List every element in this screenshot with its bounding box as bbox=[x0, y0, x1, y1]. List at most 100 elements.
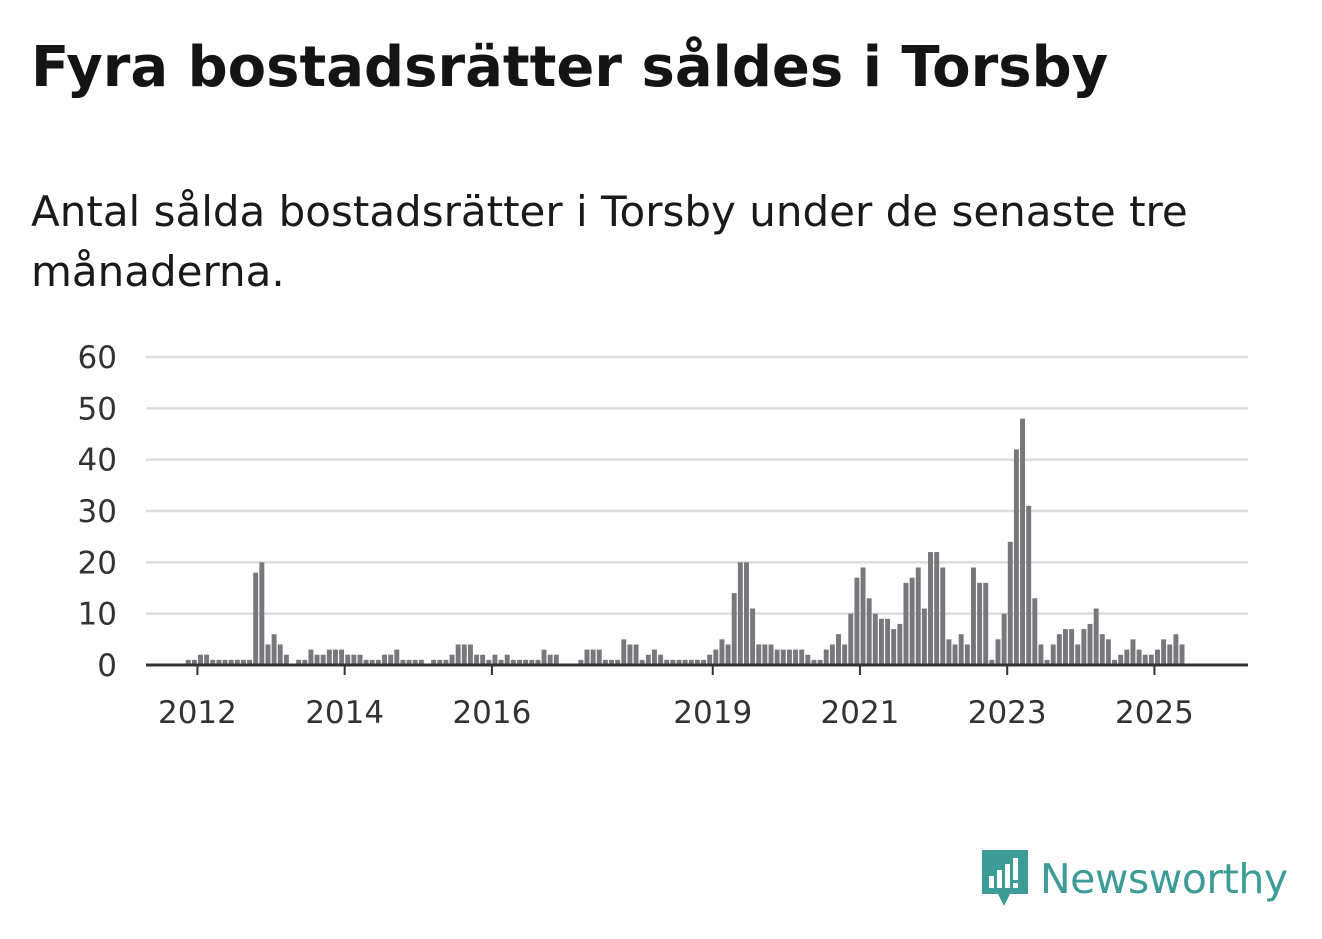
bar bbox=[983, 582, 989, 665]
bar bbox=[204, 654, 210, 665]
bar bbox=[308, 649, 314, 665]
bar bbox=[1161, 639, 1167, 665]
bar bbox=[958, 634, 964, 665]
bar bbox=[332, 649, 338, 665]
x-tick-label: 2019 bbox=[673, 695, 752, 731]
bar bbox=[1032, 598, 1038, 665]
x-tick-label: 2021 bbox=[821, 695, 900, 731]
bar bbox=[461, 644, 467, 665]
bar bbox=[713, 649, 719, 665]
bar bbox=[903, 582, 909, 665]
bar bbox=[504, 654, 510, 665]
bar bbox=[1136, 649, 1142, 665]
bar bbox=[774, 649, 780, 665]
bar bbox=[639, 659, 645, 665]
bar bbox=[1087, 623, 1093, 665]
x-tick-label: 2012 bbox=[158, 695, 237, 731]
bar bbox=[1093, 608, 1099, 665]
bar bbox=[339, 649, 345, 665]
bar bbox=[357, 654, 363, 665]
bar bbox=[314, 654, 320, 665]
bar bbox=[1130, 639, 1136, 665]
bar bbox=[1124, 649, 1130, 665]
bar bbox=[455, 644, 461, 665]
bar bbox=[707, 654, 713, 665]
bar bbox=[946, 639, 952, 665]
bar bbox=[805, 654, 811, 665]
bar bbox=[768, 644, 774, 665]
bar bbox=[474, 654, 480, 665]
bar bbox=[406, 659, 412, 665]
bar bbox=[1007, 541, 1013, 665]
newsworthy-brand[interactable]: Newsworthy bbox=[980, 848, 1288, 910]
bar bbox=[1179, 644, 1185, 665]
bar bbox=[375, 659, 381, 665]
gridlines bbox=[146, 355, 1248, 615]
bar bbox=[756, 644, 762, 665]
bar bbox=[467, 644, 473, 665]
bar bbox=[964, 644, 970, 665]
bar bbox=[271, 634, 277, 665]
bar bbox=[811, 659, 817, 665]
bar bbox=[431, 659, 437, 665]
bar bbox=[793, 649, 799, 665]
data-label: 4 bbox=[1184, 330, 1204, 338]
bar bbox=[1081, 629, 1087, 665]
bar bbox=[326, 649, 332, 665]
bar bbox=[750, 608, 756, 665]
tick-labels: 0 10 20 30 40 50 60 2012 2014 2016 2019 2021 2023 202… bbox=[78, 330, 1205, 731]
bar bbox=[1105, 639, 1111, 665]
bar bbox=[1142, 654, 1148, 665]
bar bbox=[1148, 654, 1154, 665]
bar bbox=[866, 598, 872, 665]
x-tick-label: 2023 bbox=[968, 695, 1047, 731]
bar bbox=[1056, 634, 1062, 665]
bar bbox=[345, 654, 351, 665]
y-tick-label: 10 bbox=[78, 597, 117, 633]
bar bbox=[651, 649, 657, 665]
bar bbox=[296, 659, 302, 665]
bar bbox=[1099, 634, 1105, 665]
bar bbox=[848, 613, 854, 665]
y-tick-label: 30 bbox=[78, 494, 117, 530]
bar bbox=[719, 639, 725, 665]
bar bbox=[247, 659, 253, 665]
bar bbox=[382, 654, 387, 665]
bar bbox=[1013, 449, 1019, 665]
bar bbox=[1038, 644, 1044, 665]
bar bbox=[688, 659, 694, 665]
bar bbox=[529, 659, 535, 665]
bar bbox=[578, 659, 584, 665]
bar bbox=[283, 654, 289, 665]
bar bbox=[541, 649, 547, 665]
bar bbox=[259, 562, 265, 665]
bar bbox=[210, 659, 216, 665]
bar bbox=[842, 644, 848, 665]
bar bbox=[609, 659, 614, 665]
bar bbox=[277, 644, 283, 665]
bar bbox=[510, 659, 516, 665]
bar bbox=[437, 659, 443, 665]
bar-chart: 0 10 20 30 40 50 60 2012 2014 2016 2019 2021 2023 202… bbox=[78, 330, 1248, 731]
bar bbox=[731, 593, 737, 665]
bar bbox=[682, 659, 688, 665]
chart-title: Fyra bostadsrätter såldes i Torsby bbox=[31, 35, 1109, 100]
bar bbox=[216, 659, 222, 665]
bar bbox=[670, 659, 676, 665]
bar bbox=[1167, 644, 1173, 665]
bar bbox=[486, 659, 492, 665]
bar bbox=[836, 634, 841, 665]
bar bbox=[535, 659, 541, 665]
x-axis bbox=[146, 663, 1248, 675]
bar bbox=[621, 639, 627, 665]
bar bbox=[1063, 629, 1068, 665]
bar bbox=[921, 608, 927, 665]
bar bbox=[934, 552, 940, 665]
bar bbox=[302, 659, 308, 665]
bar bbox=[222, 659, 228, 665]
bar bbox=[897, 623, 903, 665]
bar bbox=[989, 659, 995, 665]
bar bbox=[762, 644, 768, 665]
y-tick-label: 0 bbox=[97, 648, 117, 684]
bar bbox=[1112, 659, 1118, 665]
